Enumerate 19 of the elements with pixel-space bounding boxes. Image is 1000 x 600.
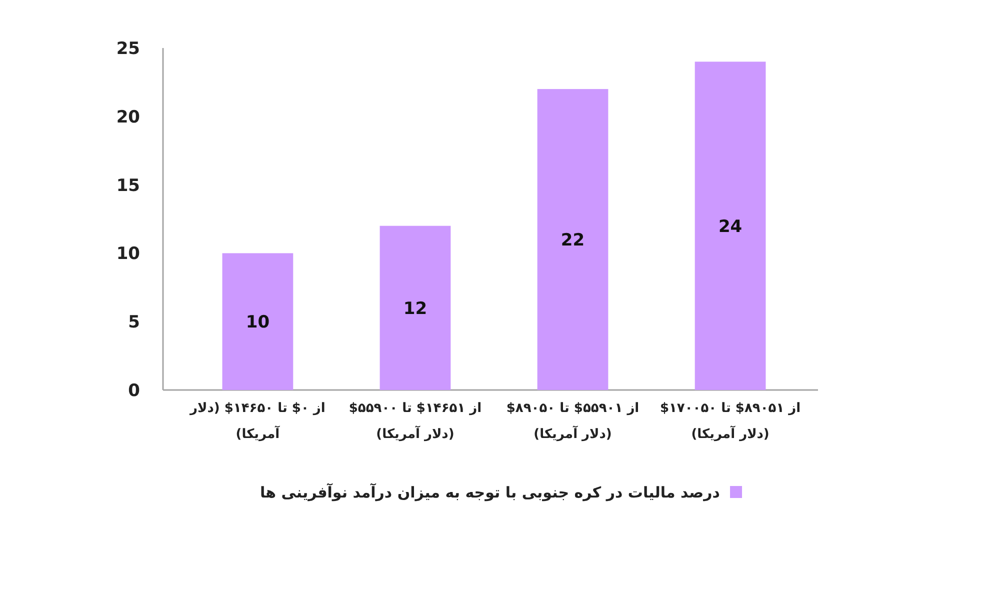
y-tick-label: 0 — [128, 380, 140, 401]
y-tick-label: 10 — [116, 244, 140, 264]
data-label: 22 — [560, 230, 585, 250]
legend-label: درصد مالیات در کره جنوبی با توجه به میزان درآمد نوآفرینی ها — [260, 482, 720, 502]
y-tick-label: 5 — [128, 312, 140, 333]
y-tick-label: 20 — [116, 107, 140, 128]
x-tick-label: از ۰$ تا ۱۴۶۵۰$ (دلار آمریکا) — [189, 401, 326, 442]
data-label: 24 — [718, 216, 742, 237]
data-label: 10 — [246, 312, 270, 333]
y-tick-label: 15 — [116, 176, 140, 196]
data-label: 12 — [403, 298, 428, 319]
bar — [694, 62, 766, 390]
y-tick-label: 25 — [116, 38, 140, 59]
bar — [380, 226, 451, 390]
bar — [537, 89, 608, 390]
bar — [222, 253, 294, 390]
x-tick-label: از ۱۴۶۵۱$ تا ۵۵۹۰۰$ (دلار آمریکا) — [348, 401, 482, 442]
x-tick-label: از ۵۵۹۰۱$ تا ۸۹۰۵۰$ (دلار آمریکا) — [506, 401, 640, 442]
x-tick-label: از ۸۹۰۵۱$ تا ۱۷۰۰۵۰$ (دلار آمریکا) — [660, 401, 801, 442]
